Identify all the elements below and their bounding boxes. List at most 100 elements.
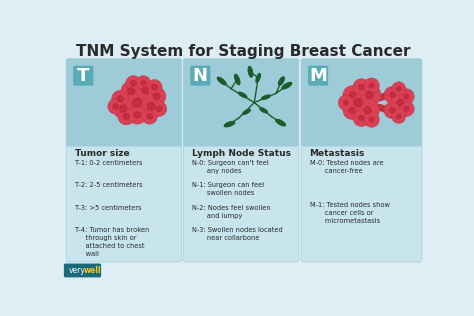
Circle shape <box>113 99 133 119</box>
Circle shape <box>108 99 123 114</box>
Circle shape <box>147 114 152 119</box>
Circle shape <box>125 90 150 115</box>
Circle shape <box>147 103 155 110</box>
Text: T: T <box>77 67 90 85</box>
FancyBboxPatch shape <box>308 66 328 86</box>
Circle shape <box>364 112 379 127</box>
Circle shape <box>359 85 364 90</box>
Ellipse shape <box>256 74 260 82</box>
Circle shape <box>345 89 373 117</box>
Circle shape <box>366 91 373 98</box>
Circle shape <box>369 117 374 122</box>
FancyBboxPatch shape <box>73 66 93 86</box>
Ellipse shape <box>262 95 270 99</box>
Circle shape <box>390 92 395 97</box>
Circle shape <box>146 80 162 95</box>
Text: well: well <box>84 266 101 275</box>
Ellipse shape <box>279 77 284 85</box>
Circle shape <box>384 87 401 103</box>
Circle shape <box>397 99 403 106</box>
Text: T-3: >5 centimeters: T-3: >5 centimeters <box>75 205 141 211</box>
Circle shape <box>121 81 141 101</box>
Circle shape <box>142 109 157 124</box>
Circle shape <box>364 78 379 93</box>
Text: M-0: Tested nodes are
       cancer-free: M-0: Tested nodes are cancer-free <box>310 160 383 173</box>
Circle shape <box>364 107 371 114</box>
Text: N-2: Nodes feel swollen
       and lumpy: N-2: Nodes feel swollen and lumpy <box>192 205 270 219</box>
Circle shape <box>136 81 155 100</box>
Circle shape <box>356 99 379 122</box>
Circle shape <box>357 83 381 106</box>
Circle shape <box>126 76 141 91</box>
Circle shape <box>141 80 146 85</box>
FancyBboxPatch shape <box>183 59 299 147</box>
Text: M: M <box>309 67 327 85</box>
Text: T-1: 0-2 centimeters: T-1: 0-2 centimeters <box>75 160 142 166</box>
Circle shape <box>354 99 363 107</box>
FancyBboxPatch shape <box>186 140 296 146</box>
FancyBboxPatch shape <box>301 59 422 262</box>
Ellipse shape <box>224 122 235 127</box>
Text: T-2: 2-5 centimeters: T-2: 2-5 centimeters <box>75 182 142 188</box>
Circle shape <box>397 114 401 118</box>
Text: TNM System for Staging Breast Cancer: TNM System for Staging Breast Cancer <box>76 44 410 59</box>
Circle shape <box>112 90 129 107</box>
Ellipse shape <box>243 109 250 114</box>
Circle shape <box>392 110 406 123</box>
Text: M-1: Tested nodes show
       cancer cells or
       micrometastasis: M-1: Tested nodes show cancer cells or m… <box>310 202 390 224</box>
Circle shape <box>353 79 370 96</box>
Ellipse shape <box>276 119 285 126</box>
Circle shape <box>397 87 401 91</box>
Circle shape <box>113 104 118 109</box>
Circle shape <box>152 84 157 90</box>
FancyBboxPatch shape <box>303 140 419 146</box>
Circle shape <box>147 87 166 106</box>
FancyBboxPatch shape <box>69 140 179 146</box>
Ellipse shape <box>235 74 240 85</box>
Circle shape <box>404 106 409 111</box>
Text: N: N <box>193 67 208 85</box>
Circle shape <box>131 81 136 86</box>
Circle shape <box>120 105 127 112</box>
Circle shape <box>343 86 362 104</box>
FancyBboxPatch shape <box>66 59 182 147</box>
FancyBboxPatch shape <box>190 66 210 86</box>
Circle shape <box>118 108 135 125</box>
Text: N-1: Surgeon can feel
       swollen nodes: N-1: Surgeon can feel swollen nodes <box>192 182 264 196</box>
Circle shape <box>140 96 162 117</box>
Circle shape <box>369 83 374 88</box>
Circle shape <box>390 108 395 113</box>
Circle shape <box>117 96 123 102</box>
Circle shape <box>392 82 406 96</box>
Text: N-3: Swollen nodes located
       near collarbone: N-3: Swollen nodes located near collarbo… <box>192 227 283 241</box>
Circle shape <box>399 89 414 104</box>
Circle shape <box>133 98 142 107</box>
Text: N-0: Surgeon can't feel
       any nodes: N-0: Surgeon can't feel any nodes <box>192 160 269 173</box>
Ellipse shape <box>260 108 267 113</box>
Ellipse shape <box>218 77 226 85</box>
Circle shape <box>344 100 348 105</box>
Circle shape <box>359 115 364 120</box>
Text: Lymph Node Status: Lymph Node Status <box>192 149 291 158</box>
Circle shape <box>151 101 167 117</box>
Circle shape <box>156 106 162 112</box>
Circle shape <box>142 87 148 94</box>
Circle shape <box>399 101 414 117</box>
Text: T-4: Tumor has broken
     through skin or
     attached to chest
     wall: T-4: Tumor has broken through skin or at… <box>75 227 149 257</box>
Circle shape <box>349 92 355 98</box>
Circle shape <box>134 112 140 118</box>
Circle shape <box>343 101 362 119</box>
Ellipse shape <box>238 92 247 98</box>
FancyBboxPatch shape <box>301 59 422 147</box>
Circle shape <box>338 95 354 110</box>
Circle shape <box>123 113 129 119</box>
Circle shape <box>128 88 135 94</box>
Text: very: very <box>69 266 85 275</box>
Circle shape <box>154 93 160 100</box>
FancyBboxPatch shape <box>66 59 182 262</box>
Circle shape <box>384 102 401 119</box>
Circle shape <box>128 106 146 124</box>
Circle shape <box>137 76 150 89</box>
Circle shape <box>404 94 409 99</box>
FancyBboxPatch shape <box>183 59 299 262</box>
